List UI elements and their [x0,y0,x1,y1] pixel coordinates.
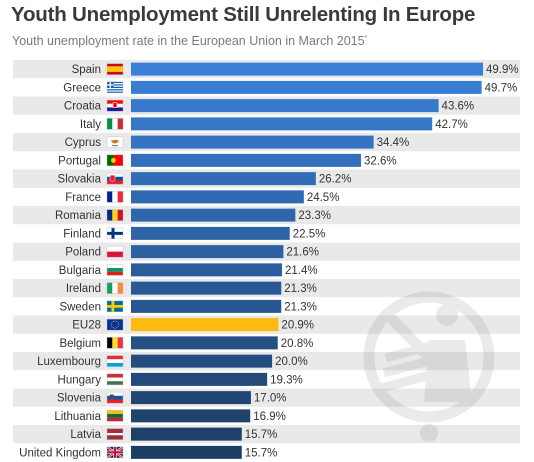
bar-bulgaria [131,263,282,277]
flag-spain-icon [106,63,124,75]
category-label-luxembourg: Luxembourg [37,356,101,368]
flag-poland-icon [106,245,124,258]
value-label-luxembourg: 20.0% [275,356,308,368]
category-label-latvia: Latvia [70,429,101,441]
category-label-romania: Romania [55,210,102,222]
flag-lithuania-icon [106,410,124,422]
bar-greece [131,80,482,94]
category-label-spain: Spain [72,64,101,76]
bar-italy [131,117,433,131]
flag-france-icon [106,191,124,203]
bar-spain [131,62,483,76]
bar-portugal [131,153,361,167]
category-label-cyprus: Cyprus [65,137,102,149]
flag-italy-icon [106,118,124,130]
flag-latvia-icon [106,428,124,440]
value-label-hungary: 19.3% [270,374,303,386]
category-label-united-kingdom: United Kingdom [19,447,101,459]
chart-subtitle-text: Youth unemployment rate in the European … [12,34,365,48]
bar-lithuania [131,409,251,423]
value-label-france: 24.5% [307,192,340,204]
category-label-slovenia: Slovenia [57,393,102,405]
value-label-eu28: 20.9% [281,320,314,332]
bar-belgium [131,336,278,350]
flag-slovenia-icon [106,391,124,404]
no-jobs-watermark-icon [363,291,495,442]
category-label-eu28: EU28 [72,320,101,332]
flag-sweden-icon [106,300,124,313]
bar-luxembourg [131,354,273,368]
category-label-sweden: Sweden [59,301,101,313]
bar-united-kingdom [131,445,242,459]
flag-greece-icon [106,81,124,94]
value-label-slovenia: 17.0% [254,393,287,405]
category-label-greece: Greece [63,82,101,94]
chart-subtitle: Youth unemployment rate in the European … [12,34,367,48]
flag-portugal-icon [106,154,124,167]
category-label-croatia: Croatia [64,101,102,113]
value-label-bulgaria: 21.4% [285,265,318,277]
category-label-poland: Poland [65,247,101,259]
flag-belgium-icon [106,337,124,349]
bar-slovakia [131,172,316,186]
value-label-greece: 49.7% [485,82,518,94]
bar-latvia [131,427,242,441]
flag-united-kingdom-icon [106,445,124,459]
value-label-latvia: 15.7% [245,429,278,441]
bar-slovenia [131,391,251,405]
category-label-bulgaria: Bulgaria [59,265,102,277]
value-label-spain: 49.9% [486,64,519,76]
chart-title: Youth Unemployment Still Unrelenting In … [11,3,476,26]
category-label-hungary: Hungary [58,374,102,386]
category-label-finland: Finland [63,228,101,240]
value-label-cyprus: 34.4% [377,137,410,149]
flag-hungary-icon [106,373,124,386]
bar-cyprus [131,135,374,149]
value-label-portugal: 32.6% [364,155,397,167]
bar-hungary [131,372,268,386]
bar-poland [131,245,284,259]
category-label-france: France [65,192,101,204]
value-label-ireland: 21.3% [284,283,317,295]
flags [106,63,124,459]
flag-croatia-icon [106,99,124,112]
bar-eu28 [131,318,279,332]
flag-ireland-icon [106,282,124,294]
subtitle-footnote-marker: * [364,34,368,42]
value-label-poland: 21.6% [286,247,319,259]
value-label-italy: 42.7% [435,119,468,131]
bar-france [131,190,304,204]
value-label-united-kingdom: 15.7% [245,447,278,459]
value-label-finland: 22.5% [293,228,326,240]
flag-bulgaria-icon [106,264,124,276]
category-label-slovakia: Slovakia [58,174,102,186]
value-label-slovakia: 26.2% [319,174,352,186]
bar-sweden [131,299,282,313]
value-label-lithuania: 16.9% [253,411,286,423]
bar-ireland [131,281,282,295]
flag-finland-icon [106,227,124,240]
category-label-ireland: Ireland [66,283,101,295]
bars [131,62,483,459]
category-label-belgium: Belgium [59,338,101,350]
labels: Spain 49.9% Greece 49.7% Croatia 43.6% Italy 42… [19,64,518,459]
value-label-sweden: 21.3% [284,301,317,313]
category-label-lithuania: Lithuania [54,411,101,423]
bar-romania [131,208,296,222]
value-label-romania: 23.3% [298,210,331,222]
value-label-croatia: 43.6% [442,101,475,113]
flag-eu28-icon [106,318,124,331]
flag-romania-icon [106,209,124,221]
bar-finland [131,226,290,240]
flag-cyprus-icon [106,136,124,148]
value-label-belgium: 20.8% [281,338,314,350]
flag-luxembourg-icon [106,355,124,367]
bar-croatia [131,99,439,113]
category-label-portugal: Portugal [58,155,101,167]
category-label-italy: Italy [80,119,101,131]
flag-slovakia-icon [106,172,124,185]
